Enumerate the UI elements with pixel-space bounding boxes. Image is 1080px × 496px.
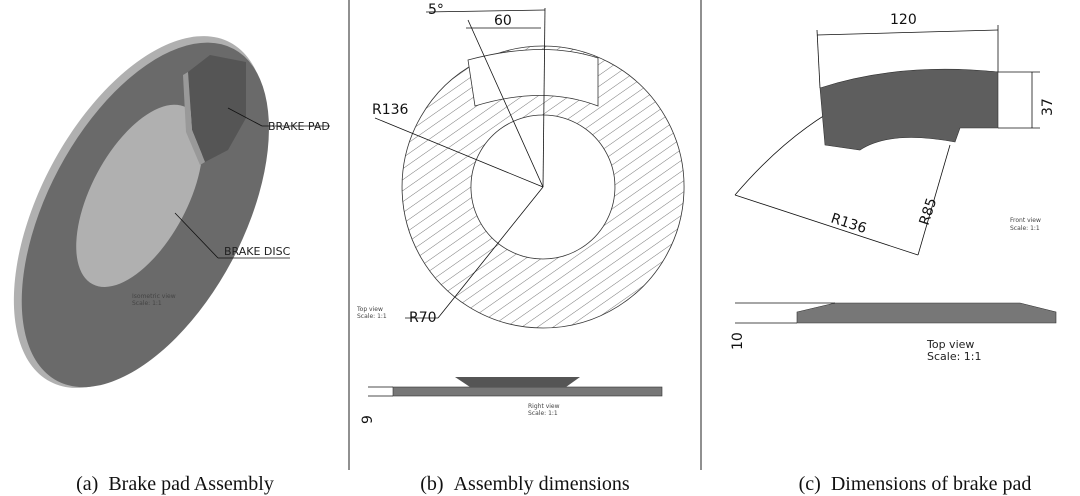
dimension: 9: [360, 415, 376, 424]
view-scale: Scale: 1:1: [927, 350, 982, 363]
view-scale: Scale: 1:1: [357, 313, 387, 320]
caption: (b) Assembly dimensions: [420, 473, 630, 495]
dimension: 60: [494, 13, 512, 29]
view-name: Right view: [528, 403, 560, 410]
view-scale: Scale: 1:1: [1010, 225, 1040, 232]
view-name: Front view: [1010, 217, 1041, 224]
part-label: BRAKE DISC: [224, 245, 291, 258]
brake-pad: [819, 68, 999, 151]
view-name: Top view: [356, 306, 383, 313]
panel-c: 120 37 R136 R85 Front view Scale: 1:1 10…: [730, 12, 1057, 495]
brake-pad: [188, 55, 246, 162]
dimension: 37: [1040, 98, 1056, 116]
dimension: 10: [730, 332, 746, 350]
panel-a: BRAKE PAD BRAKE DISC Isometric view Scal…: [13, 36, 330, 495]
dimension: R70: [409, 310, 437, 326]
part-label: BRAKE PAD: [268, 120, 330, 133]
dimension: 120: [890, 12, 917, 28]
dimension: 5°: [428, 2, 444, 18]
dimension: R136: [829, 211, 869, 238]
dimension: R136: [372, 102, 409, 118]
panel-b: 5° 60 R136 R70 Top view Scale: 1:1 9 Rig…: [356, 2, 685, 495]
view-name: Isometric view: [132, 293, 176, 300]
caption: (c) Dimensions of brake pad: [799, 473, 1032, 495]
caption: (a) Brake pad Assembly: [76, 473, 274, 495]
dimension: R85: [917, 196, 941, 227]
view-name: Top view: [926, 338, 974, 351]
view-scale: Scale: 1:1: [528, 410, 558, 417]
view-scale: Scale: 1:1: [132, 300, 162, 307]
